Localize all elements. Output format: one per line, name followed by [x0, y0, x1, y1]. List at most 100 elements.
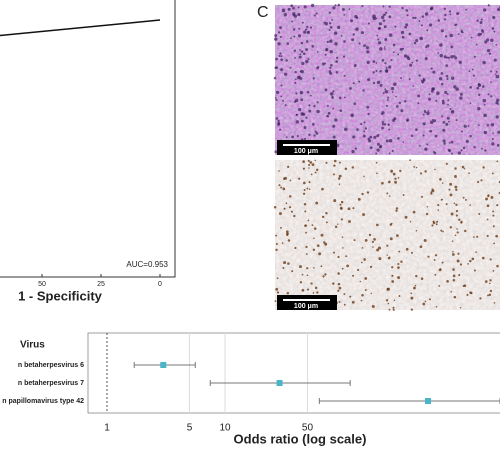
nucleus	[442, 128, 446, 132]
nucleus	[385, 70, 389, 73]
nucleus	[478, 212, 481, 216]
nucleus	[472, 74, 475, 77]
nucleus	[457, 33, 460, 35]
nucleus	[361, 192, 364, 196]
nucleus	[300, 98, 304, 102]
nucleus	[278, 170, 280, 172]
ihc-image	[275, 160, 500, 310]
nucleus	[277, 31, 281, 34]
nucleus	[395, 95, 397, 98]
nucleus	[469, 259, 472, 263]
scale-bar-label: 100 μm	[294, 303, 318, 310]
nucleus	[389, 195, 391, 197]
nucleus	[409, 159, 411, 161]
nucleus	[439, 43, 443, 47]
nucleus	[459, 263, 463, 266]
nucleus	[362, 89, 365, 92]
nucleus	[453, 85, 457, 89]
nucleus	[338, 174, 342, 178]
nucleus	[305, 116, 308, 119]
nucleus	[446, 93, 449, 95]
nucleus	[455, 188, 458, 191]
nucleus	[491, 137, 494, 141]
nucleus	[304, 137, 307, 141]
nucleus	[424, 12, 429, 16]
nucleus	[445, 122, 449, 126]
nucleus	[305, 245, 308, 249]
nucleus	[448, 188, 451, 191]
nucleus	[497, 130, 500, 134]
nucleus	[376, 80, 381, 85]
nucleus	[281, 242, 284, 244]
nucleus	[448, 149, 451, 152]
nucleus	[339, 109, 343, 113]
nucleus	[316, 244, 320, 248]
nucleus	[491, 172, 494, 175]
nucleus	[390, 59, 393, 62]
nucleus	[360, 261, 363, 264]
nucleus	[320, 265, 323, 268]
nucleus	[321, 187, 324, 191]
nucleus	[375, 152, 378, 155]
x-tick-label: 50	[302, 423, 314, 434]
nucleus	[366, 60, 370, 65]
x-tick-label: 1	[104, 423, 110, 434]
nucleus	[492, 15, 496, 20]
nucleus	[316, 291, 319, 294]
nucleus	[425, 212, 429, 216]
nucleus	[335, 70, 339, 74]
nucleus	[443, 7, 446, 10]
nucleus	[470, 291, 473, 295]
nucleus	[338, 183, 341, 185]
nucleus	[391, 91, 394, 93]
nucleus	[299, 76, 303, 80]
nucleus	[444, 18, 447, 21]
nucleus	[423, 238, 427, 242]
nucleus	[305, 40, 309, 43]
nucleus	[450, 76, 455, 80]
nucleus	[306, 288, 310, 291]
nucleus	[308, 109, 312, 113]
nucleus	[285, 202, 288, 205]
nucleus	[446, 77, 449, 81]
nucleus	[388, 33, 393, 37]
annotation: AUC=0.953	[126, 260, 168, 269]
nucleus	[452, 251, 454, 253]
nucleus	[315, 132, 319, 135]
nucleus	[446, 116, 450, 120]
nucleus	[343, 303, 346, 306]
nucleus	[392, 51, 395, 54]
nucleus	[489, 282, 491, 285]
nucleus	[469, 86, 472, 89]
nucleus	[309, 26, 313, 29]
nucleus	[275, 98, 278, 101]
nucleus	[293, 14, 298, 18]
nucleus	[388, 180, 391, 184]
nucleus	[324, 88, 328, 92]
nucleus	[450, 55, 454, 59]
nucleus	[373, 238, 376, 241]
nucleus	[329, 39, 333, 43]
nucleus	[412, 210, 416, 214]
nucleus	[372, 71, 375, 74]
nucleus	[337, 177, 341, 180]
nucleus	[372, 60, 376, 63]
nucleus	[410, 308, 414, 311]
nucleus	[430, 89, 434, 93]
nucleus	[308, 163, 311, 167]
nucleus	[329, 22, 332, 25]
nucleus	[306, 90, 310, 94]
nucleus	[486, 218, 489, 221]
point	[160, 362, 167, 368]
nucleus	[314, 171, 317, 174]
nucleus	[382, 92, 385, 95]
column-header: Virus	[20, 340, 45, 351]
nucleus	[303, 203, 307, 206]
nucleus	[343, 293, 346, 295]
nucleus	[458, 60, 462, 64]
nucleus	[397, 276, 401, 280]
nucleus	[311, 224, 314, 226]
nucleus	[452, 268, 455, 271]
nucleus	[283, 261, 287, 265]
nucleus	[445, 64, 449, 67]
